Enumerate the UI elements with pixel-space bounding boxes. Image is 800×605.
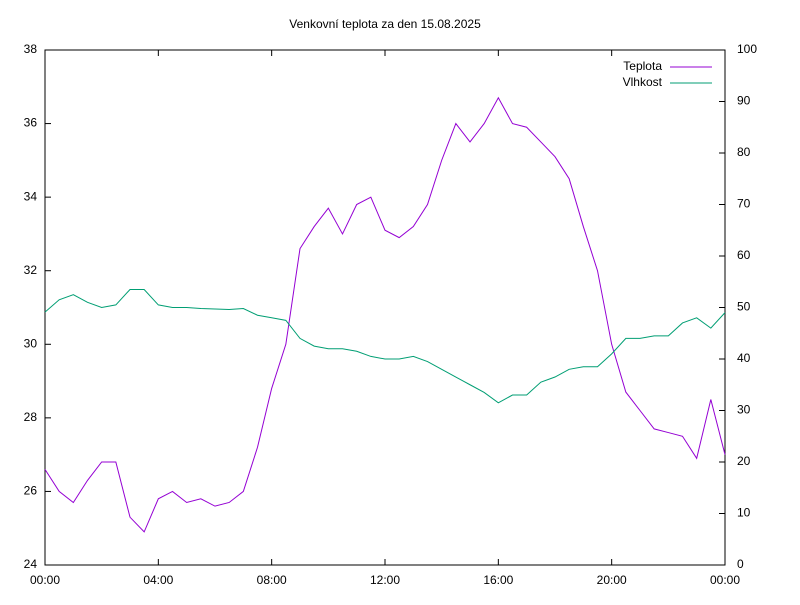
y-tick-label: 30 [24,336,38,350]
y-tick-label: 26 [24,484,38,498]
x-tick-label: 00:00 [710,573,740,587]
y2-tick-label: 100 [737,42,757,56]
y2-tick-label: 90 [737,94,751,108]
y-tick-label: 32 [24,263,38,277]
legend-label: Teplota [623,59,662,73]
y2-tick-label: 30 [737,403,751,417]
y2-tick-label: 50 [737,300,751,314]
x-tick-label: 04:00 [143,573,173,587]
x-tick-label: 08:00 [257,573,287,587]
y-tick-label: 36 [24,116,38,130]
x-tick-label: 16:00 [483,573,513,587]
x-tick-label: 20:00 [597,573,627,587]
y-tick-label: 24 [24,557,38,571]
y2-tick-label: 20 [737,454,751,468]
x-tick-label: 00:00 [30,573,60,587]
x-tick-label: 12:00 [370,573,400,587]
y2-tick-label: 80 [737,145,751,159]
series-line [44,288,726,404]
y-tick-label: 28 [24,410,38,424]
y2-tick-label: 10 [737,506,751,520]
y-tick-label: 34 [24,189,38,203]
legend-label: Vlhkost [623,75,663,89]
chart-title: Venkovní teplota za den 15.08.2025 [289,17,481,31]
y2-tick-label: 70 [737,197,751,211]
y2-tick-label: 40 [737,351,751,365]
series-line [44,96,726,533]
y-tick-label: 38 [24,42,38,56]
y2-tick-label: 60 [737,248,751,262]
y2-tick-label: 0 [737,557,744,571]
